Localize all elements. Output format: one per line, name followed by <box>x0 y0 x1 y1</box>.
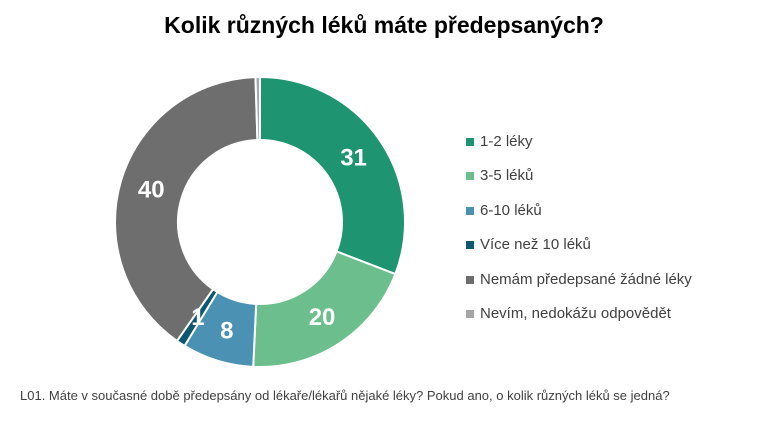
slice-data-label-5: 40 <box>138 177 165 204</box>
donut-slice-6 <box>254 75 261 142</box>
legend-label: 6-10 léků <box>480 201 542 219</box>
legend-label: Více než 10 léků <box>480 236 591 254</box>
legend-label: Nevím, nedokážu odpovědět <box>480 304 671 322</box>
legend-label: 3-5 léků <box>480 167 534 185</box>
chart-legend: 1-2 léky 3-5 léků 6-10 léků Více než 10 lék… <box>466 133 692 339</box>
legend-item-6: Nevím, nedokážu odpovědět <box>466 305 692 339</box>
slice-data-label-3: 8 <box>220 318 233 345</box>
legend-swatch <box>466 275 474 284</box>
legend-swatch <box>466 206 474 215</box>
legend-swatch <box>466 241 474 250</box>
survey-question-footnote: L01. Máte v současné době předepsány od … <box>20 388 670 403</box>
slice-data-label-4: 1 <box>191 304 204 331</box>
legend-item-1: 1-2 léky <box>466 133 692 167</box>
legend-item-4: Více než 10 léků <box>466 236 692 270</box>
slice-data-label-2: 20 <box>309 304 336 331</box>
legend-swatch <box>466 309 474 318</box>
legend-swatch <box>466 172 474 181</box>
donut-slice-1 <box>259 75 406 276</box>
legend-item-5: Nemám předepsané žádné léky <box>466 271 692 305</box>
legend-item-3: 6-10 léků <box>466 202 692 236</box>
donut-slice-2 <box>252 250 397 368</box>
legend-swatch <box>466 138 474 146</box>
legend-item-2: 3-5 léků <box>466 167 692 201</box>
legend-label: 1-2 léky <box>480 133 533 150</box>
donut-slice-5 <box>114 76 259 343</box>
legend-label: Nemám předepsané žádné léky <box>480 270 692 288</box>
chart-title: Kolik různých léků máte předepsaných? <box>164 12 604 38</box>
slice-data-label-1: 31 <box>340 145 367 172</box>
